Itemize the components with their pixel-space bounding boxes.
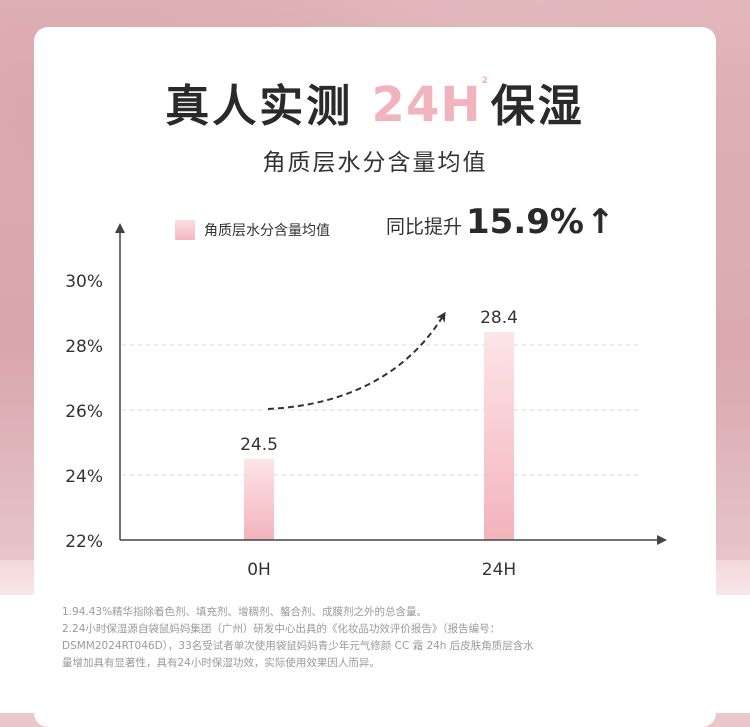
title-prefix: 真人实测: [165, 81, 354, 132]
x-category-label: 24H: [482, 560, 516, 580]
y-tick-label: 30%: [65, 272, 103, 292]
footnote-line: 2.24小时保湿源自袋鼠妈妈集团（广州）研发中心出具的《化妆品功效评价报告》（报…: [62, 623, 501, 635]
legend-label: 角质层水分含量均值: [204, 223, 330, 239]
title-highlight: 24H: [371, 77, 482, 133]
y-tick-label: 28%: [65, 337, 103, 357]
x-category-labels: 0H 24H: [247, 560, 516, 580]
bar-24h: [484, 332, 514, 540]
footnotes: 1.94.43%精华指除着色剂、填充剂、增稠剂、螯合剂、成膜剂之外的总含量。 2…: [62, 604, 702, 672]
bar-0h: [244, 458, 274, 540]
page-title: 真人实测 24H2保湿: [0, 70, 750, 134]
y-tick-label: 26%: [65, 402, 103, 422]
legend-swatch: [175, 220, 195, 240]
footnote-line: DSMM2024RT046D），33名受试者单次使用袋鼠妈妈青少年元气修颜 CC…: [62, 640, 534, 652]
title-footnote-mark: 2: [481, 76, 491, 86]
growth-label: 同比提升: [386, 216, 463, 238]
bar-value-label: 28.4: [480, 308, 518, 328]
y-tick-label: 24%: [65, 467, 103, 487]
bars: 24.5 28.4: [240, 308, 518, 540]
footnote-line: 1.94.43%精华指除着色剂、填充剂、增稠剂、螯合剂、成膜剂之外的总含量。: [62, 606, 428, 618]
x-category-label: 0H: [247, 560, 271, 580]
growth-callout: 同比提升 15.9% ↑: [386, 202, 614, 242]
content-card: [34, 27, 716, 727]
up-arrow-icon: ↑: [585, 202, 615, 242]
footnote-line: 量增加具有显著性，具有24小时保湿功效，实际使用效果因人而异。: [62, 657, 380, 669]
y-tick-label: 22%: [65, 532, 103, 552]
trend-arrow: [267, 311, 446, 410]
bar-value-label: 24.5: [240, 435, 278, 455]
title-suffix: 保湿: [490, 81, 585, 132]
y-tick-labels: 22% 24% 26% 28% 30%: [65, 272, 103, 552]
chart-legend: 角质层水分含量均值: [175, 220, 330, 240]
page-subtitle: 角质层水分含量均值: [262, 150, 488, 176]
growth-value: 15.9%: [466, 202, 584, 242]
gridlines: [122, 344, 640, 476]
